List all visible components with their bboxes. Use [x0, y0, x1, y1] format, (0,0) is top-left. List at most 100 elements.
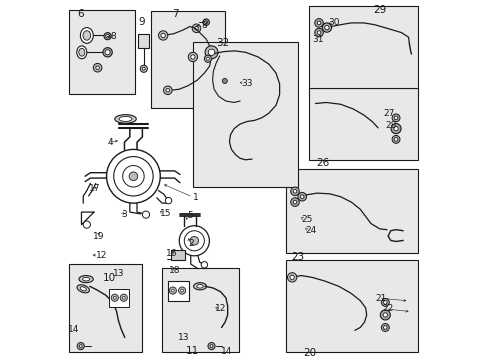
Text: 13: 13 — [113, 269, 124, 278]
Circle shape — [83, 221, 90, 228]
Text: 27: 27 — [383, 109, 394, 118]
Circle shape — [184, 231, 204, 251]
Circle shape — [179, 226, 209, 256]
Text: 5: 5 — [187, 211, 193, 220]
Circle shape — [178, 287, 185, 294]
Circle shape — [289, 275, 294, 279]
Circle shape — [383, 326, 386, 329]
Ellipse shape — [80, 28, 93, 43]
Circle shape — [293, 189, 296, 193]
Circle shape — [293, 200, 296, 204]
Circle shape — [393, 116, 397, 120]
Bar — [69, 264, 142, 352]
Text: 16: 16 — [166, 249, 178, 258]
Circle shape — [120, 294, 127, 301]
Circle shape — [192, 24, 201, 33]
Bar — [162, 267, 239, 352]
Text: 15: 15 — [160, 210, 171, 219]
Circle shape — [393, 126, 397, 131]
Text: 18: 18 — [168, 266, 180, 275]
Ellipse shape — [79, 275, 93, 283]
Bar — [308, 6, 417, 89]
Text: 21: 21 — [375, 294, 386, 303]
Text: 11: 11 — [185, 346, 199, 356]
Circle shape — [166, 89, 169, 92]
Text: 14: 14 — [221, 347, 232, 356]
Circle shape — [290, 198, 299, 206]
Circle shape — [114, 157, 153, 196]
Circle shape — [163, 86, 172, 95]
Circle shape — [207, 342, 215, 350]
Circle shape — [140, 65, 147, 72]
Circle shape — [122, 166, 144, 187]
Text: 26: 26 — [316, 158, 329, 168]
Bar — [308, 89, 417, 160]
Circle shape — [77, 342, 84, 350]
Circle shape — [93, 63, 102, 72]
Text: 19: 19 — [93, 232, 104, 241]
Circle shape — [208, 49, 214, 55]
Text: 9: 9 — [138, 17, 144, 27]
Bar — [167, 281, 188, 301]
Circle shape — [391, 114, 399, 122]
Ellipse shape — [82, 277, 89, 281]
Circle shape — [104, 33, 111, 40]
Circle shape — [106, 149, 160, 203]
Circle shape — [383, 301, 386, 304]
Bar — [285, 261, 417, 352]
Text: 17: 17 — [89, 184, 100, 193]
Circle shape — [381, 298, 388, 306]
Text: 33: 33 — [241, 78, 252, 87]
Text: 25: 25 — [301, 215, 312, 224]
Circle shape — [210, 345, 213, 347]
Circle shape — [142, 211, 149, 218]
Bar — [138, 34, 149, 48]
Circle shape — [188, 52, 197, 62]
Circle shape — [105, 34, 109, 38]
Circle shape — [204, 55, 211, 62]
Text: 1: 1 — [193, 193, 199, 202]
Circle shape — [122, 296, 125, 299]
Circle shape — [204, 21, 207, 24]
Bar — [69, 10, 135, 94]
Text: 8: 8 — [110, 32, 116, 41]
Text: 12: 12 — [95, 251, 107, 260]
Circle shape — [391, 135, 399, 143]
Circle shape — [300, 195, 304, 198]
Ellipse shape — [77, 46, 87, 59]
Circle shape — [96, 66, 99, 69]
Bar — [171, 250, 185, 261]
Text: 29: 29 — [372, 5, 386, 15]
Circle shape — [165, 197, 171, 204]
Circle shape — [393, 138, 397, 141]
Text: 8: 8 — [201, 21, 207, 30]
Text: 30: 30 — [327, 18, 339, 27]
Circle shape — [158, 31, 167, 40]
Circle shape — [290, 187, 299, 195]
Text: 20: 20 — [303, 348, 316, 358]
Bar — [151, 12, 224, 108]
Text: 10: 10 — [102, 273, 115, 283]
Circle shape — [317, 21, 320, 25]
Circle shape — [381, 324, 388, 332]
Text: 24: 24 — [305, 225, 316, 234]
Text: 4: 4 — [107, 138, 113, 147]
Bar — [109, 289, 129, 307]
Circle shape — [390, 123, 400, 134]
Text: 32: 32 — [216, 38, 229, 48]
Circle shape — [322, 23, 331, 32]
Circle shape — [204, 46, 218, 59]
Text: 13: 13 — [178, 333, 189, 342]
Circle shape — [181, 289, 183, 292]
Circle shape — [314, 19, 323, 27]
Ellipse shape — [197, 284, 203, 288]
Circle shape — [194, 27, 198, 30]
Circle shape — [190, 237, 198, 245]
Circle shape — [314, 28, 323, 37]
Circle shape — [103, 48, 112, 57]
Circle shape — [161, 33, 165, 37]
Circle shape — [105, 50, 110, 55]
Text: 12: 12 — [215, 304, 226, 313]
Ellipse shape — [77, 285, 89, 293]
Circle shape — [287, 273, 296, 282]
